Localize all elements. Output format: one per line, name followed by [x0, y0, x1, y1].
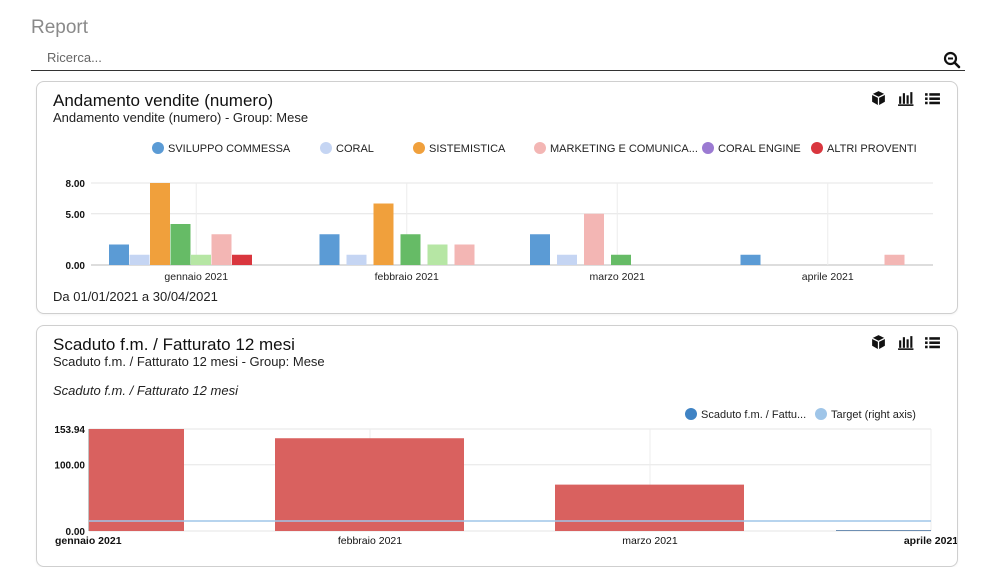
- y-tick-label: 8.00: [66, 179, 86, 190]
- bar: [427, 244, 448, 265]
- legend-label: Target (right axis): [831, 409, 916, 421]
- overdue-bar-chart: Scaduto f.m. / Fattu... Target (right axi…: [54, 408, 957, 547]
- y-tick-label: 100.00: [54, 461, 85, 472]
- bar-chart-icon[interactable]: [897, 334, 914, 351]
- x-tick-label: marzo 2021: [590, 271, 646, 283]
- search-icon[interactable]: [943, 51, 961, 69]
- page-title: Report: [31, 17, 89, 38]
- x-tick-label: gennaio 2021: [55, 535, 122, 547]
- bar: [232, 254, 252, 265]
- card-toolbar: [870, 334, 941, 351]
- card-title: Andamento vendite (numero): [53, 91, 274, 110]
- date-range-label: Da 01/01/2021 a 30/04/2021: [53, 289, 218, 304]
- bar: [275, 438, 464, 531]
- legend-marker: [534, 142, 546, 154]
- legend-marker: [815, 408, 827, 420]
- x-tick-label: gennaio 2021: [164, 271, 228, 283]
- y-tick-label: 5.00: [66, 210, 86, 221]
- bar: [346, 254, 367, 265]
- y-tick-label: 0.00: [66, 261, 86, 272]
- card-subtitle: Andamento vendite (numero) - Group: Mese: [53, 110, 309, 125]
- legend-label: CORAL ENGINE: [718, 143, 801, 155]
- bar: [740, 254, 761, 265]
- bar: [611, 254, 631, 265]
- x-tick-label: febbraio 2021: [375, 271, 439, 283]
- bar: [836, 530, 931, 531]
- bar: [584, 213, 604, 265]
- search-bar: [31, 47, 965, 71]
- card-subtitle: Scaduto f.m. / Fatturato 12 mesi - Group…: [53, 354, 325, 369]
- list-icon[interactable]: [924, 334, 941, 351]
- legend-marker: [152, 142, 164, 154]
- legend-label: MARKETING E COMUNICA...: [550, 143, 698, 155]
- bar: [129, 254, 150, 265]
- legend-label: Scaduto f.m. / Fattu...: [701, 409, 806, 421]
- bar-chart-icon[interactable]: [897, 90, 914, 107]
- bar: [89, 429, 184, 531]
- x-tick-label: febbraio 2021: [338, 535, 402, 547]
- bar: [150, 183, 170, 265]
- chart-title: Scaduto f.m. / Fatturato 12 mesi: [53, 383, 238, 398]
- bar: [170, 224, 191, 265]
- bar: [319, 234, 340, 265]
- bar: [373, 203, 394, 265]
- card-toolbar: [870, 90, 941, 107]
- bar: [454, 244, 475, 265]
- legend-label: CORAL: [336, 143, 374, 155]
- bar: [191, 254, 211, 265]
- legend-label: SVILUPPO COMMESSA: [168, 143, 291, 155]
- bar: [530, 234, 550, 265]
- x-tick-label: aprile 2021: [802, 271, 854, 283]
- legend-marker: [702, 142, 714, 154]
- bar: [557, 254, 577, 265]
- card-title: Scaduto f.m. / Fatturato 12 mesi: [53, 335, 295, 354]
- bar: [211, 234, 232, 265]
- sales-bar-chart: SVILUPPO COMMESSA CORAL SISTEMISTICA MARKET…: [66, 142, 933, 283]
- legend-marker: [811, 142, 823, 154]
- legend-label: SISTEMISTICA: [429, 143, 506, 155]
- cube-icon[interactable]: [870, 334, 887, 351]
- sales-trend-card: Andamento vendite (numero) Andamento ven…: [36, 81, 958, 314]
- legend-marker: [320, 142, 332, 154]
- x-tick-label: aprile 2021: [904, 535, 957, 547]
- legend-marker: [413, 142, 425, 154]
- bar: [884, 254, 905, 265]
- overdue-ratio-card: Scaduto f.m. / Fatturato 12 mesi Scaduto…: [36, 325, 958, 567]
- legend-label: ALTRI PROVENTI: [827, 143, 917, 155]
- bar: [109, 244, 129, 265]
- x-tick-label: marzo 2021: [622, 535, 678, 547]
- y-tick-label: 153.94: [54, 425, 85, 436]
- cube-icon[interactable]: [870, 90, 887, 107]
- bar: [555, 484, 744, 531]
- y-tick-label: 0.00: [66, 527, 86, 538]
- legend-marker: [685, 408, 697, 420]
- search-input[interactable]: [47, 50, 927, 65]
- list-icon[interactable]: [924, 90, 941, 107]
- bar: [400, 234, 421, 265]
